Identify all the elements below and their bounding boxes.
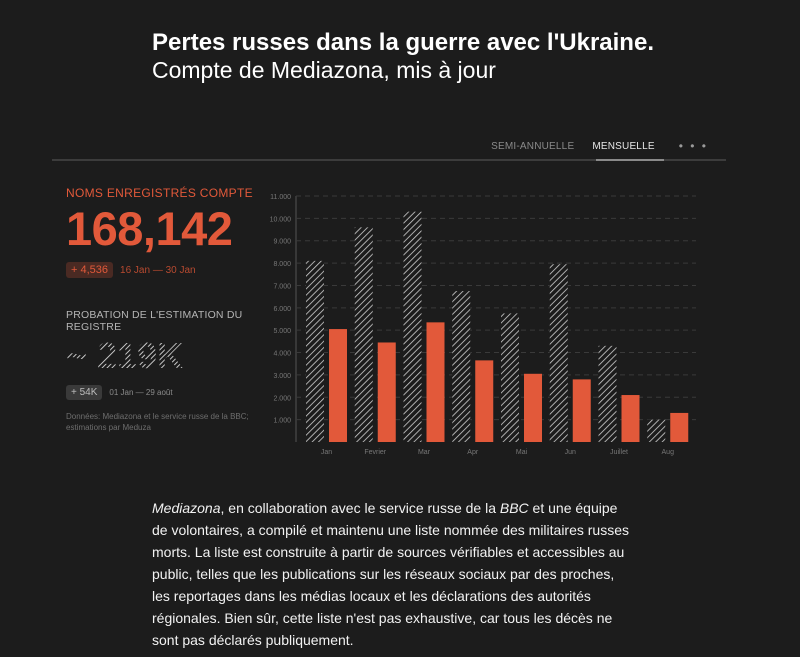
tabs-divider (52, 159, 726, 161)
kpi-panel: NOMS ENREGISTRÉS COMPTE 168,142 + 4,536 … (66, 186, 266, 433)
x-tick-label: Mar (418, 449, 431, 456)
bar-recorded-aug (670, 412, 689, 442)
bar-layer (306, 211, 689, 442)
x-tick-label: Juillet (610, 449, 628, 456)
y-tick-label: 2.000 (273, 395, 291, 402)
x-tick-label: Aug (662, 449, 675, 456)
bar-estimate-aug (647, 419, 666, 442)
body-mediazona: Mediazona (152, 500, 221, 516)
bar-estimate-juillet (598, 345, 617, 442)
y-tick-label: 9.000 (273, 239, 291, 246)
page-subtitle: Compte de Mediazona, mis à jour (152, 57, 496, 83)
y-tick-label: 10.000 (270, 216, 292, 223)
description-paragraph: Mediazona, en collaboration avec le serv… (152, 497, 632, 651)
y-tick-label: 4.000 (273, 351, 291, 358)
bar-recorded-mar (426, 322, 445, 442)
bar-recorded-jan (329, 329, 347, 442)
bar-estimate-jun (549, 264, 568, 442)
bar-recorded-jun (572, 379, 591, 442)
recorded-delta-row: + 4,536 16 Jan — 30 Jan (66, 262, 266, 278)
recorded-count-value: 168,142 (66, 202, 233, 255)
y-tick-label: 3.000 (273, 373, 291, 380)
body-part-2: , en collaboration avec le service russe… (220, 500, 500, 516)
x-tick-label: Mai (516, 449, 528, 456)
y-tick-label: 7.000 (273, 283, 291, 290)
bar-estimate-jan (306, 260, 324, 442)
estimate-label: PROBATION DE L'ESTIMATION DU REGISTRE (66, 309, 243, 333)
tab-monthly[interactable]: MENSUELLE (592, 140, 655, 152)
recorded-count-label: NOMS ENREGISTRÉS COMPTE (66, 186, 253, 200)
page-title: Pertes russes dans la guerre avec l'Ukra… (152, 29, 654, 56)
estimate-date-range: 01 Jan — 29 août (109, 388, 173, 397)
bar-estimate-apr (452, 291, 471, 442)
title-block: Pertes russes dans la guerre avec l'Ukra… (152, 28, 672, 84)
view-tabs: SEMI-ANNUELLE MENSUELLE • • • (491, 139, 708, 153)
more-options-icon[interactable]: • • • (678, 139, 708, 153)
estimate-delta-badge: + 54K (66, 385, 103, 400)
estimate-value-graphic: ~ 219K (66, 335, 183, 376)
recorded-delta-badge: + 4,536 (66, 262, 114, 278)
x-tick-label: Jun (565, 449, 576, 456)
estimate-value-wrap: ~ 219K (66, 335, 266, 378)
estimate-delta-row: + 54K 01 Jan — 29 août (66, 385, 266, 400)
body-part-4: et une équipe de volontaires, a compilé … (152, 500, 630, 648)
active-tab-indicator (596, 159, 664, 161)
bar-recorded-apr (475, 360, 494, 442)
bar-recorded-fevrier (377, 342, 396, 442)
source-note: Données: Mediazona et le service russe d… (66, 412, 249, 432)
bar-recorded-mai (524, 373, 542, 442)
y-tick-label: 5.000 (273, 328, 291, 335)
body-bbc: BBC (499, 500, 529, 516)
x-tick-label: Apr (467, 449, 479, 456)
estimate-value: ~ 219K (66, 339, 183, 373)
x-tick-label: Fevrier (364, 449, 386, 456)
bar-estimate-mar (403, 211, 422, 442)
bar-estimate-mai (501, 313, 519, 442)
bar-recorded-juillet (621, 395, 640, 442)
y-tick-label: 1.000 (273, 418, 291, 425)
recorded-date-range: 16 Jan — 30 Jan (120, 264, 196, 276)
y-tick-label: 6.000 (273, 306, 291, 313)
bar-estimate-fevrier (354, 227, 373, 442)
monthly-bar-chart: 1.000 2.000 3.000 4.000 5.000 6.000 7.000 8.000… (270, 194, 696, 456)
y-tick-label: 8.000 (273, 261, 291, 268)
x-tick-label: Jan (321, 449, 332, 456)
y-tick-label: 11.000 (270, 194, 291, 201)
tab-semi-annual[interactable]: SEMI-ANNUELLE (491, 140, 575, 152)
label-layer: 1.000 2.000 3.000 4.000 5.000 6.000 7.000 8.000… (270, 194, 674, 456)
